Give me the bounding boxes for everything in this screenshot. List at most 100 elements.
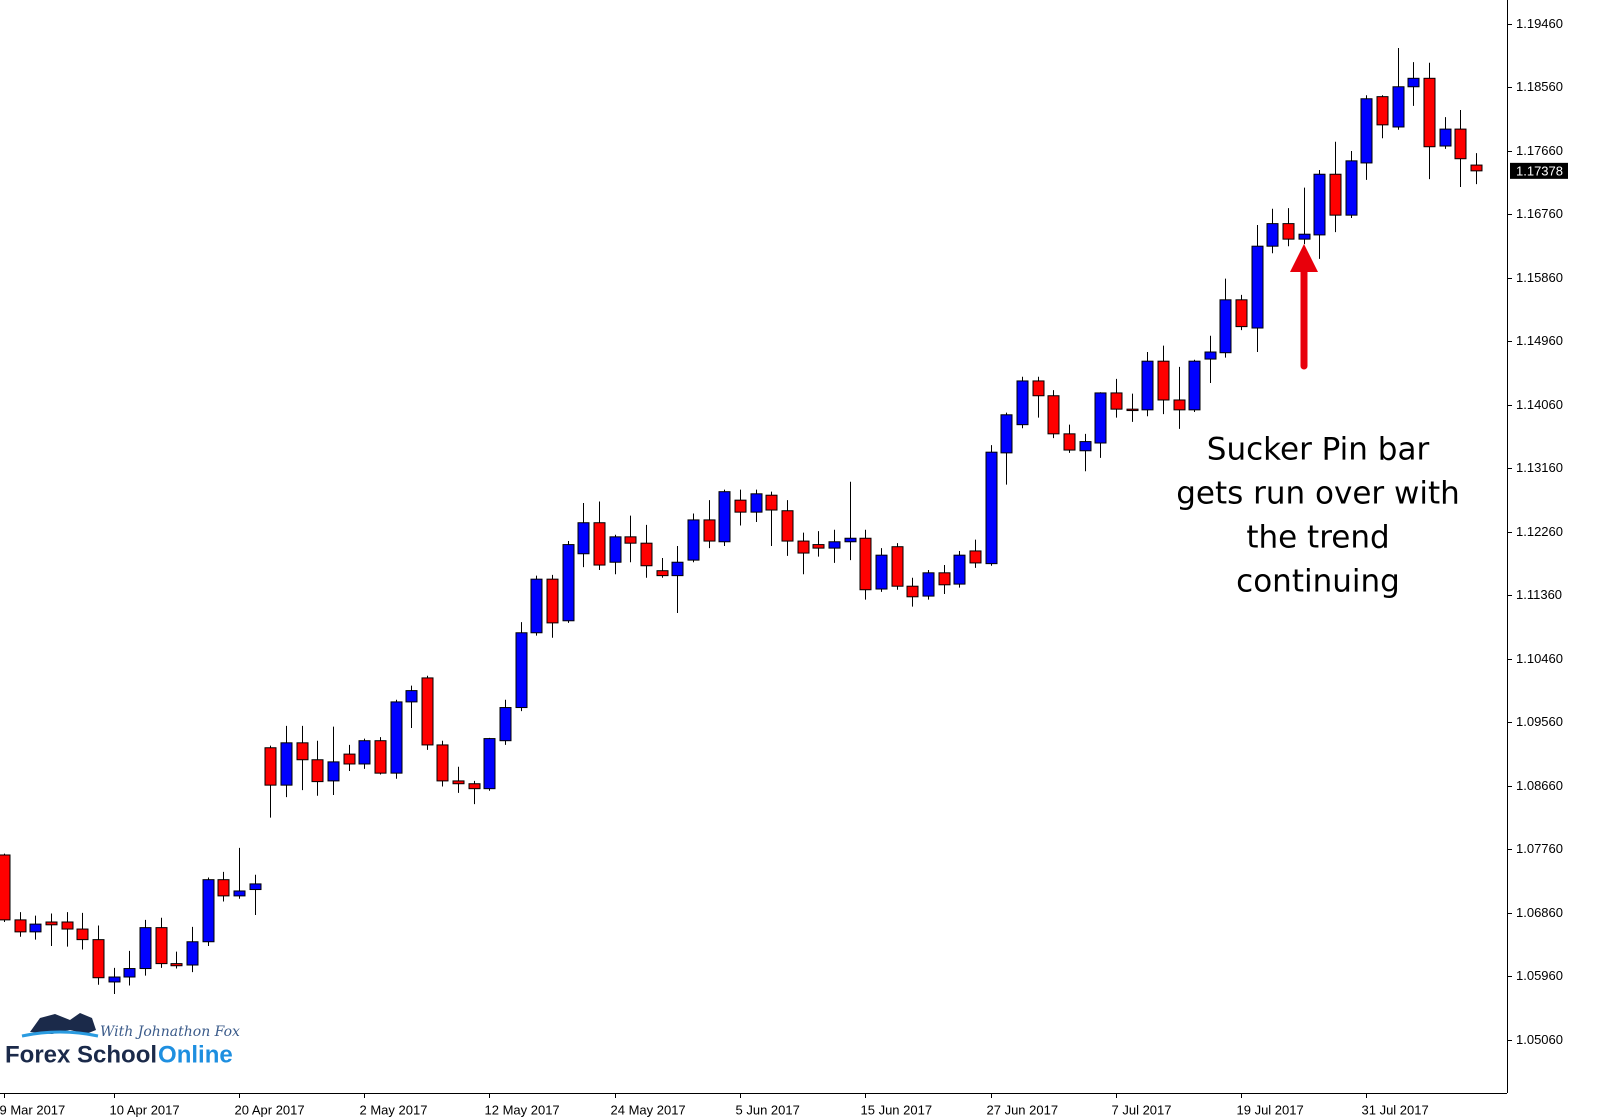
y-tick-label: 1.05060 [1516,1032,1563,1047]
candle-body [483,738,496,790]
logo: With Johnathon Fox Forex School Online [5,1013,240,1068]
candle-body [123,968,136,978]
candle-body [327,761,340,782]
candle-body [1047,395,1060,435]
candle-body [1000,414,1013,454]
y-tick-label: 1.09560 [1516,714,1563,729]
candle-body [624,536,637,544]
candle-body [859,537,872,591]
candle-body [1392,86,1405,128]
candle-body [202,879,215,943]
candle-body [875,554,888,590]
annotation-line: continuing [1236,564,1400,600]
y-tick-label: 1.17660 [1516,143,1563,158]
candle-body [452,780,465,785]
candle-body [1173,399,1186,411]
annotation-line: the trend [1246,520,1389,556]
candle-body [1126,408,1139,412]
annotation-arrow [1290,244,1318,370]
candle-body [687,519,700,561]
x-tick-label: 2 May 2017 [360,1102,428,1117]
candle-body [296,742,309,761]
candle-body [765,494,778,511]
candle-body [515,632,528,709]
candle-body [1407,77,1420,88]
x-tick-label: 15 Jun 2017 [861,1102,933,1117]
candle-body [1470,164,1483,172]
candle-body [249,883,262,891]
candle-body [1016,380,1029,426]
x-tick-label: 5 Jun 2017 [736,1102,800,1117]
candle-body [45,921,58,926]
candle-body [233,890,246,897]
x-tick-label: 20 Apr 2017 [235,1102,305,1117]
candle-body [421,677,434,746]
candle-body [217,879,230,897]
candle-body [1141,360,1154,411]
candle-body [562,544,575,622]
candle-body [1110,392,1123,410]
x-tick-label: 7 Jul 2017 [1112,1102,1172,1117]
candle-body [1423,77,1436,148]
candle-body [61,921,74,930]
y-tick-label: 1.06860 [1516,905,1563,920]
logo-accent: Online [158,1041,233,1068]
logo-name: Forex School [5,1041,157,1068]
candle-body [1439,128,1452,147]
candle-body [1032,380,1045,397]
candle-body [1157,360,1170,401]
candle-body [609,536,622,563]
x-tick-label: 10 Apr 2017 [110,1102,180,1117]
candle-body [671,561,684,577]
candle-body [938,572,951,586]
candle-body [405,690,418,703]
candle-body [1282,223,1295,240]
candle-body [1329,173,1342,216]
candle-body [922,572,935,597]
candle-body [343,753,356,765]
x-tick-label: 24 May 2017 [611,1102,686,1117]
candle-body [1063,433,1076,451]
candle-body [577,522,590,555]
last-price-box [1510,162,1568,179]
candle-body [1235,299,1248,328]
candle-body [0,854,11,921]
candle-body [155,927,168,965]
candle-body [640,542,653,567]
arrow-head [1290,244,1318,272]
candle-body [734,499,747,513]
y-tick-label: 1.05960 [1516,968,1563,983]
y-tick-label: 1.12260 [1516,524,1563,539]
candle-body [108,976,121,983]
logo-icon [30,1013,96,1034]
candle-body [1094,392,1107,444]
candle-body [1345,160,1358,216]
y-tick-label: 1.18560 [1516,79,1563,94]
candle-body [797,540,810,554]
x-tick-label: 12 May 2017 [485,1102,560,1117]
logo-swoosh [21,1030,99,1038]
y-tick-label: 1.07760 [1516,841,1563,856]
candle-body [170,963,183,967]
candle-body [750,493,763,513]
candle-body [390,701,403,774]
y-tick-label: 1.08660 [1516,778,1563,793]
candle-body [703,519,716,542]
candle-body [374,740,387,774]
candle-body [264,747,277,786]
candle-body [812,544,825,549]
y-tick-label: 1.10460 [1516,651,1563,666]
candle-body [92,939,105,979]
candle-body [311,759,324,783]
candle-body [1360,98,1373,164]
candle-body [1079,441,1092,452]
x-tick-label: 27 Jun 2017 [987,1102,1059,1117]
candle-body [1219,299,1232,354]
candle-body [781,510,794,542]
candle-body [1188,360,1201,411]
candle-body [1313,173,1326,236]
candle-body [1376,96,1389,126]
candle-body [985,451,998,565]
candle-body [656,570,669,577]
